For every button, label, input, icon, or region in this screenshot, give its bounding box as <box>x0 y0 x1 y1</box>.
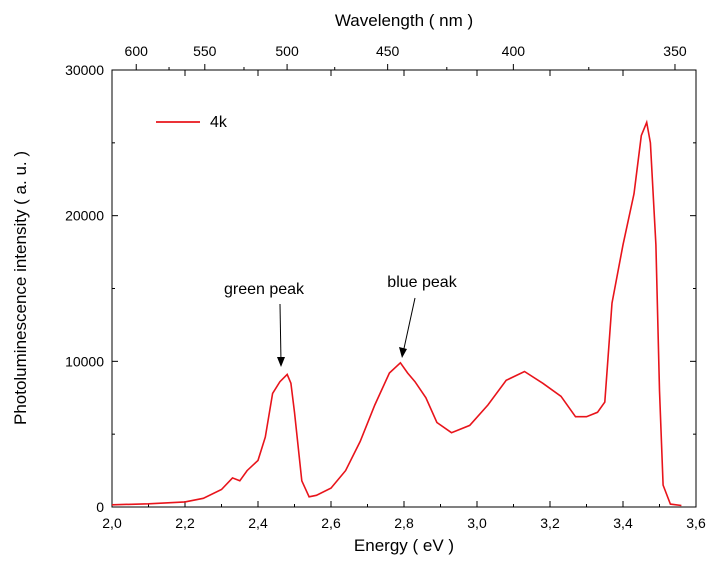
y-axis-title: Photoluminescence intensity ( a. u. ) <box>11 151 30 425</box>
legend: 4k <box>156 114 228 131</box>
x-tick-label: 3,6 <box>686 515 706 531</box>
x-axis: 2,0 2,2 2,4 2,6 2,8 3,0 3,2 3,4 3,6 <box>102 70 706 531</box>
top-tick-label: 500 <box>275 43 299 59</box>
x-tick-label: 3,2 <box>540 515 560 531</box>
x-tick-label: 2,0 <box>102 515 122 531</box>
x-tick-label: 3,4 <box>613 515 633 531</box>
annotation-green-peak-label: green peak <box>224 281 305 298</box>
top-tick-label: 550 <box>193 43 217 59</box>
annotation-green-peak-arrowhead <box>277 357 285 367</box>
annotation-blue-peak-label: blue peak <box>387 274 457 291</box>
x-axis-title: Energy ( eV ) <box>354 536 454 555</box>
x-tick-label: 2,4 <box>248 515 268 531</box>
annotation-green-peak-arrow <box>279 303 282 363</box>
series-line-4k <box>111 119 682 507</box>
legend-label: 4k <box>210 114 228 131</box>
y-tick-label: 20000 <box>65 208 104 224</box>
y-axis: 0 10000 20000 30000 <box>65 62 696 515</box>
top-axis: 600 550 500 450 400 350 <box>125 43 687 70</box>
y-tick-label: 10000 <box>65 353 104 369</box>
top-tick-label: 350 <box>663 43 687 59</box>
annotation-blue-peak: blue peak <box>387 274 458 358</box>
y-tick-label: 0 <box>96 499 104 515</box>
x-tick-label: 2,2 <box>175 515 195 531</box>
top-axis-title: Wavelength ( nm ) <box>335 11 473 30</box>
x-tick-label: 2,6 <box>321 515 341 531</box>
top-tick-label: 600 <box>125 43 149 59</box>
x-tick-label: 2,8 <box>394 515 414 531</box>
y-tick-label: 30000 <box>65 62 104 78</box>
top-tick-label: 450 <box>376 43 400 59</box>
annotation-green-peak: green peak <box>224 281 305 367</box>
top-tick-label: 400 <box>502 43 526 59</box>
annotation-blue-peak-arrow <box>402 297 416 354</box>
x-tick-label: 3,0 <box>467 515 487 531</box>
annotation-blue-peak-arrowhead <box>399 347 407 358</box>
